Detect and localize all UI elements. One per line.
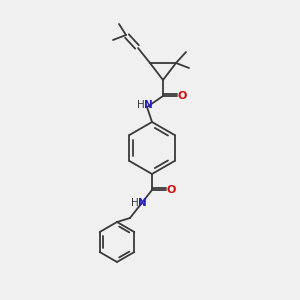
Text: N: N (138, 198, 146, 208)
Text: O: O (166, 185, 176, 195)
Text: H: H (131, 198, 139, 208)
Text: H: H (137, 100, 145, 110)
Text: N: N (144, 100, 152, 110)
Text: O: O (177, 91, 187, 101)
